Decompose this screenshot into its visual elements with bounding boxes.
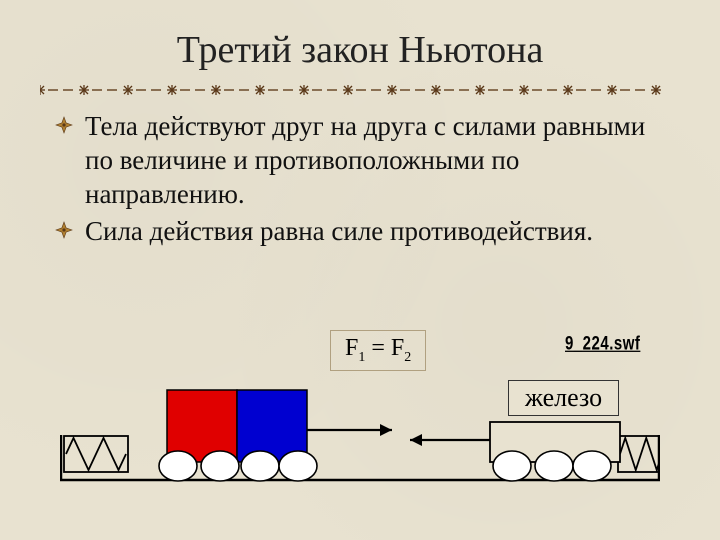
- page-title: Третий закон Ньютона: [0, 0, 720, 82]
- list-item: Тела действуют друг на друга с силами ра…: [55, 110, 665, 211]
- diagram-svg: [60, 330, 660, 505]
- bullet-icon: [55, 116, 79, 139]
- list-item-text: Сила действия равна силе противодействия…: [85, 215, 593, 249]
- list-item: Сила действия равна силе противодействия…: [55, 215, 665, 249]
- title-divider: [40, 82, 680, 92]
- list-item-text: Тела действуют друг на друга с силами ра…: [85, 110, 665, 211]
- iron-label: железо: [508, 380, 619, 416]
- bullet-list: Тела действуют друг на друга с силами ра…: [0, 110, 720, 249]
- bullet-icon: [55, 221, 79, 244]
- divider-svg: [40, 85, 680, 95]
- diagram: F1 = F2 9_224.swf железо: [60, 330, 660, 505]
